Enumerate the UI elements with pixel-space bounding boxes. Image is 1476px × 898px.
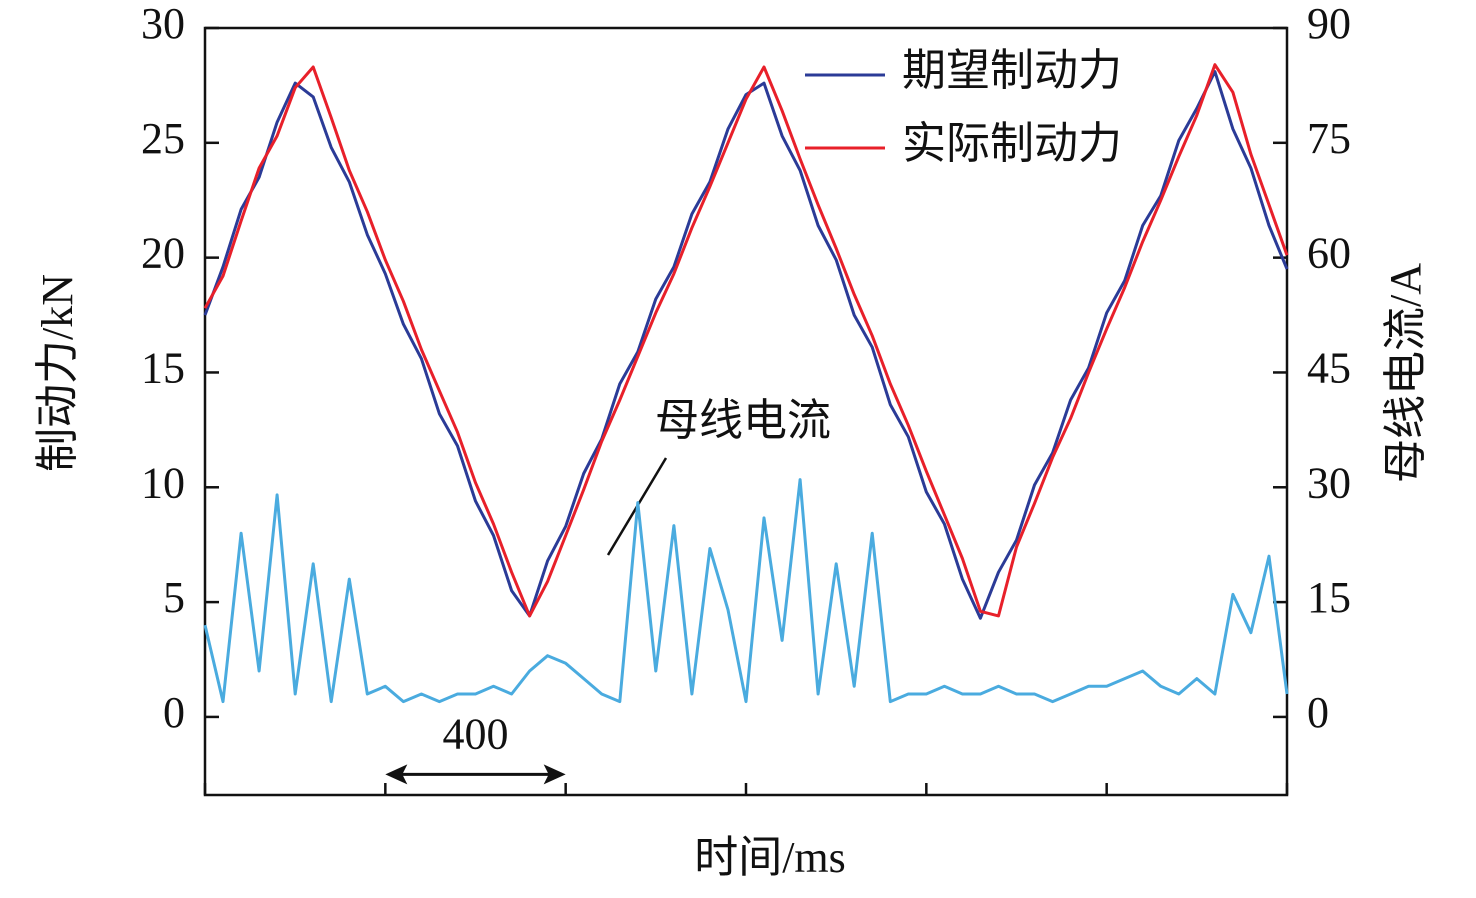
y-tick-label: 25 <box>141 114 185 163</box>
series-line <box>203 70 1289 620</box>
y2-tick-label: 0 <box>1307 688 1329 737</box>
y-tick-label: 10 <box>141 458 185 507</box>
y2-tick-label: 90 <box>1307 0 1351 48</box>
y2-axis-label: 母线电流/A <box>1381 263 1430 483</box>
legend-label: 实际制动力 <box>902 119 1122 168</box>
y-tick-label: 20 <box>141 229 185 278</box>
y-axis-label: 制动力/kN <box>33 274 82 472</box>
y2-tick-label: 60 <box>1307 229 1351 278</box>
y2-tick-label: 75 <box>1307 114 1351 163</box>
legend-label: 期望制动力 <box>902 46 1122 95</box>
x-axis-label: 时间/ms <box>694 833 846 882</box>
y2-tick-label: 45 <box>1307 344 1351 393</box>
annotation: 母线电流 <box>655 396 831 445</box>
y-tick-label: 30 <box>141 0 185 48</box>
y2-tick-label: 30 <box>1307 458 1351 507</box>
y-tick-label: 0 <box>163 688 185 737</box>
arrow-head <box>385 764 566 785</box>
series-line <box>203 63 1289 618</box>
y2-tick-label: 15 <box>1307 573 1351 622</box>
y-tick-label: 15 <box>141 344 185 393</box>
series-line <box>203 478 1289 704</box>
y-tick-label: 5 <box>163 573 185 622</box>
annotation: 400 <box>443 709 509 758</box>
